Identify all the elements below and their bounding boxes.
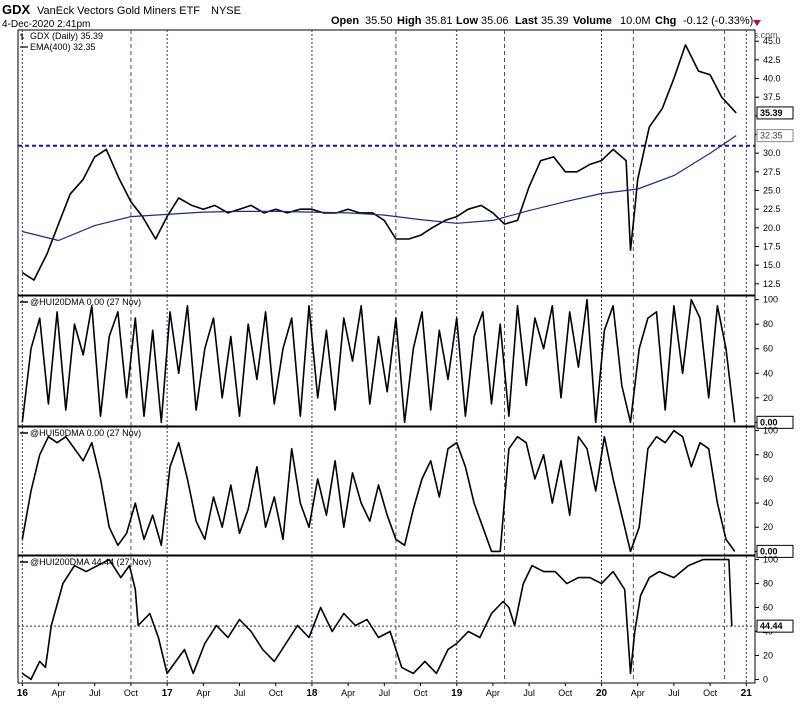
series--hui20dma	[21, 298, 736, 424]
y-tick-label: 80	[763, 319, 773, 329]
open-label: Open	[331, 15, 359, 27]
value-marker	[756, 415, 794, 429]
x-tick-label: Oct	[703, 688, 718, 698]
panels: 12.515.017.520.022.525.027.530.032.535.0…	[17, 29, 794, 684]
open-value: 35.50	[365, 15, 393, 27]
value-marker-label: 44.44	[760, 621, 783, 631]
volume-value: 10.0M	[620, 15, 651, 27]
ticker-symbol: GDX	[2, 2, 31, 17]
x-tick-label: Apr	[486, 688, 500, 698]
panel-frame	[17, 29, 756, 296]
series-gdx	[21, 44, 737, 281]
exchange: NYSE	[211, 5, 241, 17]
value-marker	[756, 106, 794, 120]
chg-label: Chg	[655, 15, 676, 27]
panel-frame	[17, 295, 756, 427]
y-tick-label: 80	[763, 579, 773, 589]
low-label: Low	[456, 15, 478, 27]
last-value: 35.39	[541, 15, 569, 27]
x-tick-label: Oct	[124, 688, 139, 698]
y-tick-label: 20	[763, 393, 773, 403]
x-tick-label: Jul	[234, 688, 246, 698]
panel-frame	[17, 555, 756, 684]
y-tick-label: 42.5	[763, 55, 781, 65]
y-tick-label: 17.5	[763, 241, 781, 251]
x-tick-label: 20	[596, 688, 608, 699]
x-tick-label: 17	[162, 688, 174, 699]
y-tick-label: 40	[763, 498, 773, 508]
ohlc-icon	[20, 33, 24, 40]
x-tick-label: 19	[451, 688, 463, 699]
value-marker-label: 35.39	[760, 108, 783, 118]
value-marker	[756, 619, 794, 633]
y-tick-label: 100	[763, 555, 778, 565]
y-tick-label: 100	[763, 295, 778, 305]
series-ema-400-	[22, 135, 737, 242]
y-tick-label: 25.0	[763, 185, 781, 195]
panel-frame	[17, 426, 756, 556]
value-marker	[756, 129, 794, 143]
x-tick-label: Jul	[89, 688, 101, 698]
value-marker-label: 0.00	[760, 546, 778, 556]
y-tick-label: 0	[763, 674, 768, 684]
y-tick-label: 30.0	[763, 148, 781, 158]
high-value: 35.81	[425, 15, 453, 27]
y-tick-label: 20	[763, 650, 773, 660]
chg-value: -0.12 (-0.33%)	[683, 15, 753, 27]
y-tick-label: 22.5	[763, 204, 781, 214]
value-marker-label: 32.35	[760, 131, 783, 141]
value-marker	[756, 544, 794, 558]
legend-label: @HUI50DMA 0.00 (27 Nov)	[30, 428, 141, 438]
volume-label: Volume	[573, 15, 612, 27]
y-tick-label: 80	[763, 450, 773, 460]
y-tick-label: 100	[763, 426, 778, 436]
x-tick-label: 16	[17, 688, 29, 699]
y-tick-label: 45.0	[763, 36, 781, 46]
legend-label: GDX (Daily) 35.39	[30, 31, 103, 41]
x-tick-label: Oct	[558, 688, 573, 698]
low-value: 35.06	[481, 15, 509, 27]
ticker-name: VanEck Vectors Gold Miners ETF	[37, 5, 200, 17]
x-tick-label: Apr	[52, 688, 66, 698]
x-tick-label: 18	[306, 688, 318, 699]
y-tick-label: 60	[763, 344, 773, 354]
y-tick-label: 12.5	[763, 279, 781, 289]
x-tick-label: Oct	[269, 688, 284, 698]
x-tick-label: Jul	[379, 688, 391, 698]
quote-date: 4-Dec-2020 2:41pm	[2, 19, 90, 30]
legend-label: @HUI200DMA 44.44 (27 Nov)	[30, 557, 151, 567]
y-tick-label: 40.0	[763, 74, 781, 84]
y-tick-label: 37.5	[763, 92, 781, 102]
legend-label: EMA(400) 32.35	[30, 42, 96, 52]
last-label: Last	[515, 15, 538, 27]
y-tick-label: 20	[763, 522, 773, 532]
panel-1: 12.515.017.520.022.525.027.530.032.535.0…	[17, 29, 794, 296]
y-tick-label: 60	[763, 474, 773, 484]
y-tick-label: 60	[763, 603, 773, 613]
x-tick-label: Jul	[668, 688, 680, 698]
y-tick-label: 15.0	[763, 260, 781, 270]
y-tick-label: 40	[763, 368, 773, 378]
x-axis: 16 Apr Jul Oct 17 Apr Jul Oct 18 Apr Jul Oct 19 Apr Ju…	[17, 683, 753, 699]
down-arrow-icon	[753, 20, 761, 26]
x-tick-label: 21	[741, 688, 753, 699]
x-tick-label: Apr	[196, 688, 210, 698]
x-tick-label: Apr	[631, 688, 645, 698]
y-tick-label: 27.5	[763, 167, 781, 177]
x-tick-label: Jul	[523, 688, 535, 698]
value-marker-label: 0.00	[760, 417, 778, 427]
y-tick-label: 20.0	[763, 223, 781, 233]
series--hui50dma	[21, 429, 736, 553]
legend-label: @HUI20DMA 0.00 (27 Nov)	[30, 297, 141, 307]
series--hui200dma	[21, 558, 733, 681]
high-label: High	[397, 15, 422, 27]
x-tick-label: Apr	[341, 688, 355, 698]
x-tick-label: Oct	[414, 688, 429, 698]
